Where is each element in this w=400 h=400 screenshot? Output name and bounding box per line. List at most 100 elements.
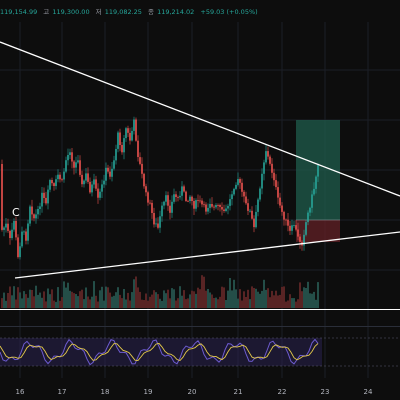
candle-body-157 bbox=[315, 176, 317, 189]
candle-body-11 bbox=[23, 231, 25, 233]
volume-bar-26 bbox=[53, 300, 55, 308]
candle-body-130 bbox=[261, 173, 263, 189]
volume-bar-98 bbox=[197, 287, 199, 308]
candle-body-103 bbox=[207, 207, 209, 212]
x-tick-label-5: 21 bbox=[234, 388, 243, 396]
candle-body-126 bbox=[253, 218, 255, 228]
volume-bar-83 bbox=[167, 289, 169, 308]
candle-body-158 bbox=[317, 165, 319, 177]
volume-bar-51 bbox=[103, 300, 105, 308]
volume-bar-129 bbox=[259, 293, 261, 308]
volume-bar-117 bbox=[235, 289, 237, 308]
candle-body-80 bbox=[161, 205, 163, 217]
volume-bar-109 bbox=[219, 296, 221, 308]
candle-body-114 bbox=[229, 199, 231, 206]
candle-body-22 bbox=[45, 197, 47, 204]
volume-bar-84 bbox=[169, 298, 171, 308]
volume-bar-150 bbox=[301, 291, 303, 308]
volume-bar-74 bbox=[149, 296, 151, 309]
x-tick-label-4: 20 bbox=[188, 388, 197, 396]
volume-bar-77 bbox=[155, 292, 157, 308]
candle-body-78 bbox=[157, 223, 159, 228]
candle-body-71 bbox=[143, 173, 145, 187]
candle-body-55 bbox=[111, 168, 113, 177]
volume-bar-31 bbox=[63, 281, 65, 308]
volume-bar-52 bbox=[105, 286, 107, 308]
volume-bar-18 bbox=[37, 294, 39, 308]
candle-body-43 bbox=[87, 173, 89, 182]
candle-body-23 bbox=[47, 189, 49, 204]
volume-bar-131 bbox=[263, 279, 265, 308]
candle-body-149 bbox=[299, 236, 301, 242]
volume-bar-152 bbox=[305, 288, 307, 308]
volume-bar-66 bbox=[133, 279, 135, 308]
candle-body-153 bbox=[307, 212, 309, 223]
x-tick-label-1: 17 bbox=[58, 388, 67, 396]
volume-bar-41 bbox=[83, 299, 85, 308]
volume-bar-60 bbox=[121, 298, 123, 308]
volume-bar-90 bbox=[181, 295, 183, 308]
candle-body-115 bbox=[231, 194, 233, 200]
volume-bar-100 bbox=[201, 275, 203, 308]
candle-body-17 bbox=[35, 214, 37, 219]
candle-body-146 bbox=[293, 225, 295, 226]
candle-body-122 bbox=[245, 196, 247, 204]
volume-bar-62 bbox=[125, 299, 127, 308]
candle-body-123 bbox=[247, 203, 249, 211]
volume-bar-118 bbox=[237, 298, 239, 308]
candle-body-97 bbox=[195, 200, 197, 209]
candle-body-113 bbox=[227, 205, 229, 209]
volume-bar-35 bbox=[71, 291, 73, 308]
volume-bar-119 bbox=[239, 289, 241, 308]
volume-bar-6 bbox=[13, 286, 15, 308]
candle-body-34 bbox=[69, 152, 71, 155]
candle-body-129 bbox=[259, 188, 261, 200]
time-axis: 16 17 18 19 20 21 22 23 24 bbox=[16, 388, 373, 396]
volume-bar-29 bbox=[59, 300, 61, 308]
upper-trendline bbox=[0, 41, 400, 197]
volume-bar-138 bbox=[277, 295, 279, 308]
volume-bar-42 bbox=[85, 287, 87, 308]
candle-body-89 bbox=[179, 195, 181, 198]
candle-body-33 bbox=[67, 155, 69, 161]
candle-body-4 bbox=[9, 230, 11, 238]
candle-body-105 bbox=[211, 204, 213, 207]
candle-body-57 bbox=[115, 149, 117, 161]
volume-bar-38 bbox=[77, 296, 79, 308]
volume-bar-43 bbox=[87, 296, 89, 308]
candle-body-26 bbox=[53, 183, 55, 186]
trendlines[interactable] bbox=[0, 41, 400, 279]
volume-bar-48 bbox=[97, 301, 99, 308]
candle-body-70 bbox=[141, 163, 143, 174]
volume-bar-147 bbox=[295, 301, 297, 308]
candle-body-88 bbox=[177, 197, 179, 198]
volume-bar-46 bbox=[93, 281, 95, 308]
candle-body-155 bbox=[311, 194, 313, 208]
candle-body-108 bbox=[217, 205, 219, 206]
volume-bar-157 bbox=[315, 299, 317, 308]
volume-bar-91 bbox=[183, 290, 185, 308]
volume-bar-69 bbox=[139, 291, 141, 308]
volume-bar-36 bbox=[73, 293, 75, 308]
volume-bar-23 bbox=[47, 288, 49, 308]
volume-bar-81 bbox=[163, 290, 165, 308]
x-tick-label-0: 16 bbox=[16, 388, 25, 396]
volume-bar-113 bbox=[227, 290, 229, 308]
volume-bar-110 bbox=[221, 286, 223, 308]
candle-body-16 bbox=[33, 214, 35, 219]
volume-bar-135 bbox=[271, 290, 273, 308]
volume-bar-49 bbox=[99, 290, 101, 308]
candle-body-145 bbox=[291, 225, 293, 231]
volume-bar-139 bbox=[279, 294, 281, 308]
candle-body-10 bbox=[21, 231, 23, 247]
change-value: +59.03 (+0.05%) bbox=[200, 8, 258, 16]
candle-body-117 bbox=[235, 184, 237, 189]
volume-bar-55 bbox=[111, 296, 113, 308]
candle-body-30 bbox=[61, 179, 63, 181]
x-tick-label-2: 18 bbox=[101, 388, 110, 396]
candle-body-151 bbox=[303, 234, 305, 246]
candle-body-60 bbox=[121, 145, 123, 153]
candle-body-134 bbox=[269, 156, 271, 164]
volume-bar-155 bbox=[311, 293, 313, 308]
